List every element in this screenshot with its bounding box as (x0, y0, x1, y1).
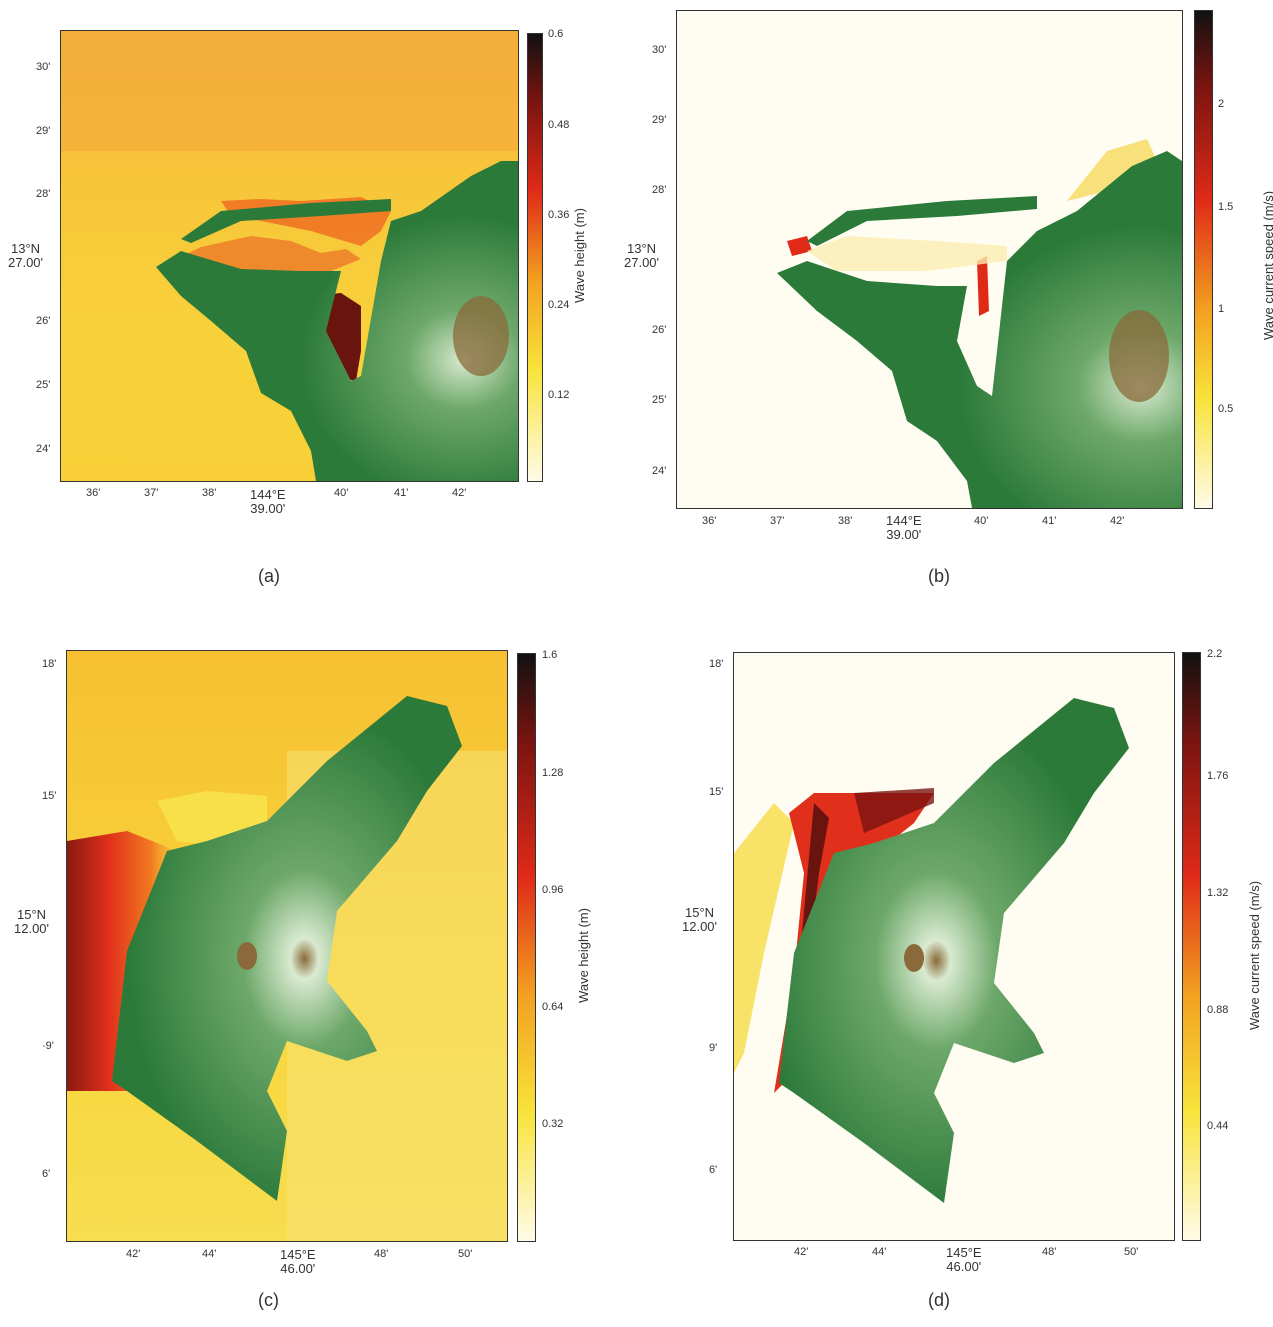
lon-tick-b-2: 38' (838, 515, 853, 527)
lat-tick-b-2: 28' (652, 184, 667, 196)
lon-tick-b-0: 36' (702, 515, 717, 527)
caption-a: (a) (258, 566, 280, 586)
caption-c: (c) (258, 1290, 279, 1310)
lat-tick-d-2: 9' (709, 1042, 718, 1054)
lon-tick-c-3: 50' (458, 1248, 473, 1260)
colorbar-title-d: Wave current speed (m/s) (1247, 880, 1263, 1031)
lat-tick-c-0: 18' (42, 658, 57, 670)
colorbar-title-a: Wave height (m) (571, 208, 587, 303)
cb-tick-d-4: 0.44 (1207, 1120, 1229, 1132)
cb-tick-a-2: 0.36 (548, 209, 570, 221)
cb-tick-d-1: 1.76 (1207, 770, 1229, 782)
cb-tick-c-4: 0.32 (542, 1118, 564, 1130)
lat-center-a: 13°N 27.00' (8, 241, 44, 270)
lon-tick-a-0: 36' (86, 487, 101, 499)
lat-tick-a-2: 28' (36, 188, 51, 200)
cb-tick-c-0: 1.6 (542, 649, 558, 661)
lat-tick-a-4: 25' (36, 379, 51, 391)
lon-tick-d-1: 44' (872, 1246, 887, 1258)
lat-tick-c-3: 6' (42, 1168, 51, 1180)
cb-tick-d-0: 2.2 (1207, 648, 1223, 660)
lon-tick-a-3: 40' (334, 487, 349, 499)
map-a (60, 30, 519, 482)
lat-tick-c-1: 15' (42, 790, 57, 802)
colorbar-c (517, 653, 536, 1242)
lon-tick-a-5: 42' (452, 487, 467, 499)
lon-center-d: 145°E 46.00' (946, 1245, 982, 1274)
colorbar-b (1194, 10, 1213, 509)
lat-tick-a-5: 24' (36, 443, 51, 455)
lon-tick-a-4: 41' (394, 487, 409, 499)
lon-tick-a-1: 37' (144, 487, 159, 499)
colorbar-a (527, 33, 543, 482)
terrain-b (777, 139, 1182, 508)
terrain-c (67, 696, 507, 1241)
terrain-d (734, 698, 1129, 1203)
lat-center-d: 15°N 12.00' (682, 905, 718, 934)
cb-tick-d-3: 0.88 (1207, 1004, 1229, 1016)
cb-tick-c-1: 1.28 (542, 767, 564, 779)
lat-tick-d-3: 6' (709, 1164, 718, 1176)
lon-tick-b-5: 42' (1110, 515, 1125, 527)
colorbar-title-c: Wave height (m) (575, 908, 591, 1003)
lat-center-b: 13°N 27.00' (624, 241, 660, 270)
map-d (733, 652, 1175, 1241)
lon-tick-a-2: 38' (202, 487, 217, 499)
lon-tick-c-1: 44' (202, 1248, 217, 1260)
cb-tick-d-2: 1.32 (1207, 887, 1229, 899)
lon-tick-b-4: 41' (1042, 515, 1057, 527)
cb-tick-b-1: 1.5 (1218, 201, 1234, 213)
lon-tick-b-1: 37' (770, 515, 785, 527)
lat-center-c: 15°N 12.00' (14, 907, 50, 936)
lat-tick-b-3: 26' (652, 324, 667, 336)
lat-tick-b-0: 30' (652, 44, 667, 56)
colorbar-title-b: Wave current speed (m/s) (1261, 190, 1273, 341)
lon-tick-d-2: 48' (1042, 1246, 1057, 1258)
caption-b: (b) (928, 566, 950, 586)
cb-tick-b-3: 0.5 (1218, 403, 1234, 415)
caption-d: (d) (928, 1290, 950, 1310)
lon-center-c: 145°E 46.00' (280, 1247, 316, 1276)
lon-tick-c-2: 48' (374, 1248, 389, 1260)
cb-tick-a-1: 0.48 (548, 119, 570, 131)
cb-tick-b-2: 1 (1218, 303, 1225, 315)
map-b (676, 10, 1183, 509)
lon-center-b: 144°E 39.00' (886, 513, 922, 542)
lat-tick-a-1: 29' (36, 125, 51, 137)
lat-tick-b-4: 25' (652, 394, 667, 406)
map-c (66, 650, 508, 1242)
lon-tick-d-0: 42' (794, 1246, 809, 1258)
cb-tick-a-3: 0.24 (548, 299, 570, 311)
cb-tick-c-3: 0.64 (542, 1001, 564, 1013)
cb-tick-b-0: 2 (1218, 98, 1225, 110)
lon-tick-d-3: 50' (1124, 1246, 1139, 1258)
lon-center-a: 144°E 39.00' (250, 487, 286, 516)
lon-tick-c-0: 42' (126, 1248, 141, 1260)
lat-tick-a-0: 30' (36, 61, 51, 73)
lat-tick-a-3: 26' (36, 315, 51, 327)
colorbar-d (1182, 652, 1201, 1241)
cb-tick-c-2: 0.96 (542, 884, 564, 896)
lat-tick-c-2: ·9' (42, 1040, 54, 1052)
terrain-a (61, 31, 518, 481)
cb-tick-a-4: 0.12 (548, 389, 570, 401)
cb-tick-a-0: 0.6 (548, 28, 564, 40)
lat-tick-d-0: 18' (709, 658, 724, 670)
lat-tick-d-1: 15' (709, 786, 724, 798)
lat-tick-b-1: 29' (652, 114, 667, 126)
lat-tick-b-5: 24' (652, 465, 667, 477)
lon-tick-b-3: 40' (974, 515, 989, 527)
